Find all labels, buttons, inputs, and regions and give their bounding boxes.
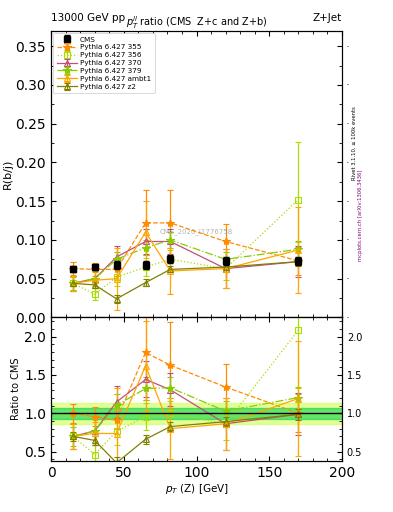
Y-axis label: Ratio to CMS: Ratio to CMS [11,358,22,420]
Y-axis label: R(b/j): R(b/j) [3,159,13,189]
X-axis label: $p_T$ (Z) [GeV]: $p_T$ (Z) [GeV] [165,482,228,497]
Bar [51,402,342,424]
Text: 13000 GeV pp: 13000 GeV pp [51,13,125,23]
Text: Rivet 3.1.10, ≥ 100k events: Rivet 3.1.10, ≥ 100k events [352,106,357,180]
Bar [51,408,342,419]
Text: CMS_2020_I1776758: CMS_2020_I1776758 [160,228,233,235]
Text: Z+Jet: Z+Jet [313,13,342,23]
Legend: CMS, Pythia 6.427 355, Pythia 6.427 356, Pythia 6.427 370, Pythia 6.427 379, Pyt: CMS, Pythia 6.427 355, Pythia 6.427 356,… [53,33,155,93]
Title: $p_T^{ll}$ ratio (CMS  Z+c and Z+b): $p_T^{ll}$ ratio (CMS Z+c and Z+b) [126,14,267,31]
Text: mcplots.cern.ch [arXiv:1306.3436]: mcplots.cern.ch [arXiv:1306.3436] [358,169,363,261]
